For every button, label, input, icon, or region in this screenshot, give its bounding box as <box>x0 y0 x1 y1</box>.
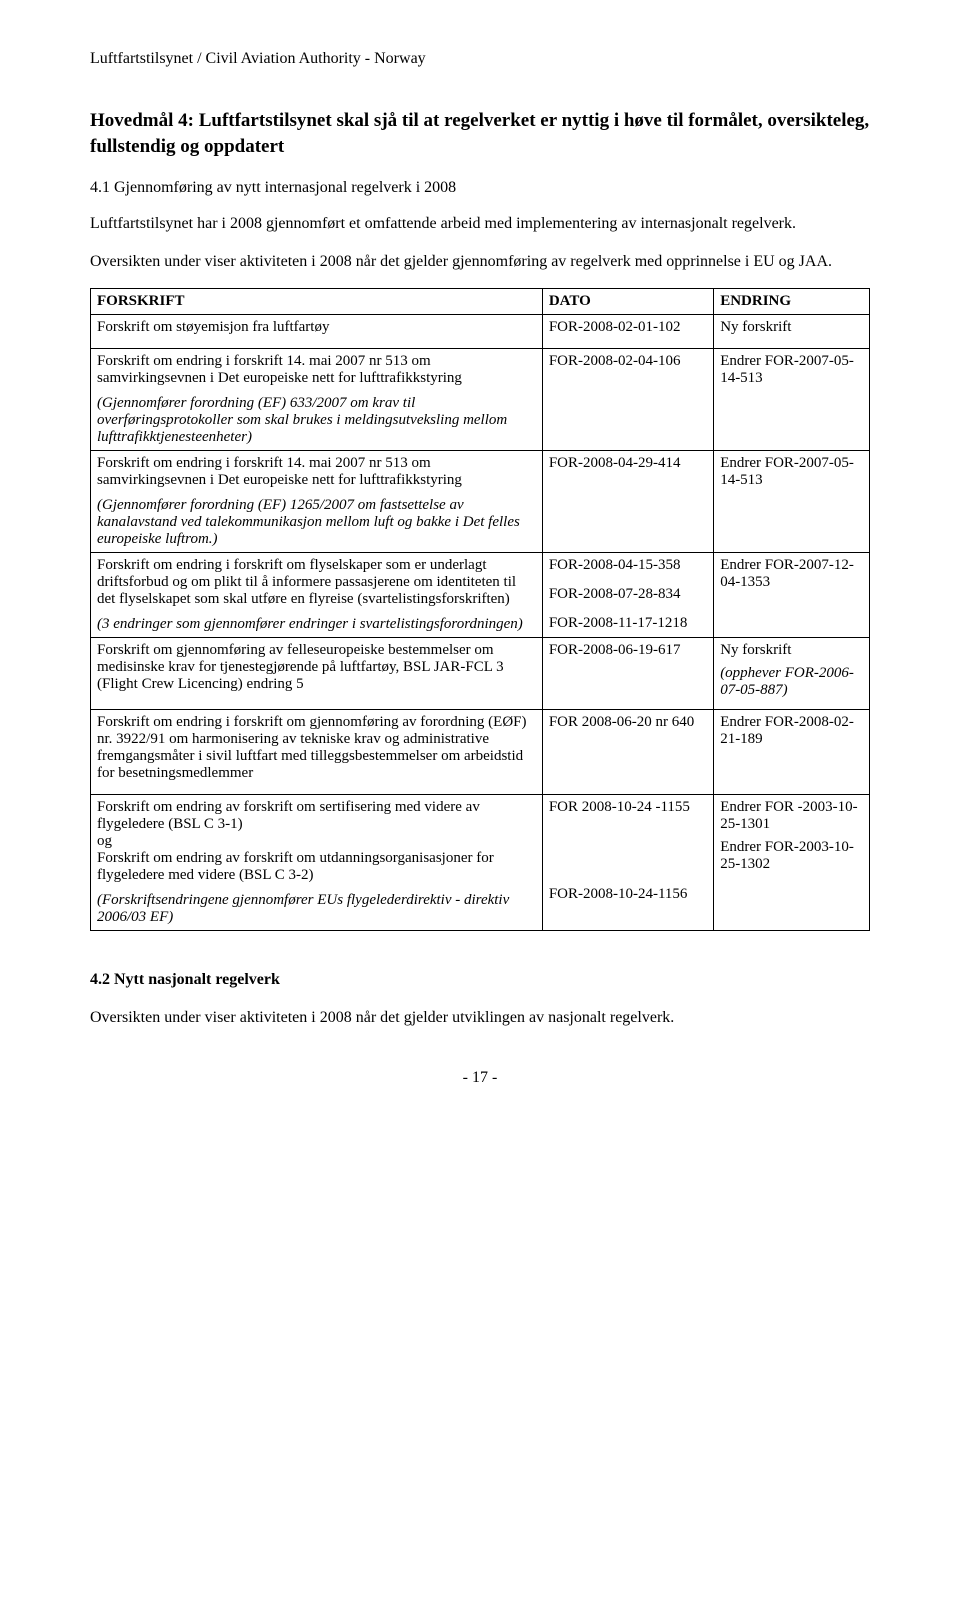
forskrift-main-text: Forskrift om gjennomføring av felleseuro… <box>97 642 536 693</box>
cell-endring: Endrer FOR-2008-02-21-189 <box>714 710 870 795</box>
dato-value: FOR-2008-04-29-414 <box>549 455 707 472</box>
endring-value: Endrer FOR-2008-02-21-189 <box>720 714 863 748</box>
cell-dato: FOR-2008-04-29-414 <box>542 451 713 553</box>
table-row: Forskrift om gjennomføring av felleseuro… <box>91 638 870 710</box>
dato-value: FOR-2008-04-15-358 <box>549 557 707 574</box>
cell-forskrift: Forskrift om gjennomføring av felleseuro… <box>91 638 543 710</box>
dato-value <box>549 857 707 874</box>
table-header-row: FORSKRIFT DATO ENDRING <box>91 289 870 315</box>
endring-value: Endrer FOR-2007-05-14-513 <box>720 455 863 489</box>
regulation-table: FORSKRIFT DATO ENDRING Forskrift om støy… <box>90 288 870 931</box>
endring-value: Endrer FOR -2003-10-25-1301 <box>720 799 863 833</box>
table-body: Forskrift om støyemisjon fra luftfartøy F… <box>91 315 870 931</box>
cell-forskrift: Forskrift om endring av forskrift om ser… <box>91 795 543 931</box>
cell-endring: Ny forskrift (opphever FOR-2006-07-05-887… <box>714 638 870 710</box>
dato-value: FOR 2008-10-24 -1155 <box>549 799 707 816</box>
forskrift-note-text: (Gjennomfører forordning (EF) 633/2007 o… <box>97 395 536 446</box>
endring-value: Endrer FOR-2007-05-14-513 <box>720 353 863 387</box>
col-header-dato: DATO <box>542 289 713 315</box>
forskrift-main-text: Forskrift om endring i forskrift om flys… <box>97 557 536 608</box>
dato-value: FOR-2008-10-24-1156 <box>549 886 707 903</box>
cell-endring: Ny forskrift <box>714 315 870 349</box>
table-row: Forskrift om endring i forskrift om flys… <box>91 553 870 638</box>
dato-value: FOR 2008-06-20 nr 640 <box>549 714 707 731</box>
table-row: Forskrift om endring i forskrift 14. mai… <box>91 451 870 553</box>
document-page: Luftfartstilsynet / Civil Aviation Autho… <box>0 0 960 1127</box>
heading-hovedmal-4: Hovedmål 4: Luftfartstilsynet skal sjå t… <box>90 108 870 159</box>
cell-dato: FOR-2008-02-04-106 <box>542 349 713 451</box>
forskrift-note-text: (Forskriftsendringene gjennomfører EUs f… <box>97 892 536 926</box>
forskrift-main-text: Forskrift om endring i forskrift om gjen… <box>97 714 536 782</box>
cell-dato: FOR 2008-10-24 -1155 FOR-2008-10-24-1156 <box>542 795 713 931</box>
endring-value: Endrer FOR-2007-12-04-1353 <box>720 557 863 591</box>
col-header-endring: ENDRING <box>714 289 870 315</box>
dato-value: FOR-2008-02-01-102 <box>549 319 707 336</box>
endring-value: Ny forskrift <box>720 319 863 336</box>
dato-value: FOR-2008-06-19-617 <box>549 642 707 659</box>
endring-value: Ny forskrift <box>720 642 863 659</box>
cell-dato: FOR 2008-06-20 nr 640 <box>542 710 713 795</box>
subheading-4-1: 4.1 Gjennomføring av nytt internasjonal … <box>90 179 870 197</box>
cell-endring: Endrer FOR-2007-05-14-513 <box>714 349 870 451</box>
forskrift-note-text: (Gjennomfører forordning (EF) 1265/2007 … <box>97 497 536 548</box>
cell-endring: Endrer FOR -2003-10-25-1301 Endrer FOR-20… <box>714 795 870 931</box>
cell-forskrift: Forskrift om endring i forskrift om gjen… <box>91 710 543 795</box>
cell-forskrift: Forskrift om endring i forskrift 14. mai… <box>91 451 543 553</box>
table-row: Forskrift om endring i forskrift om gjen… <box>91 710 870 795</box>
intro-paragraph-2: Oversikten under viser aktiviteten i 200… <box>90 251 870 273</box>
endring-value: Endrer FOR-2003-10-25-1302 <box>720 839 863 873</box>
table-row: Forskrift om endring av forskrift om ser… <box>91 795 870 931</box>
table-row: Forskrift om endring i forskrift 14. mai… <box>91 349 870 451</box>
cell-forskrift: Forskrift om endring i forskrift om flys… <box>91 553 543 638</box>
forskrift-main-text: Forskrift om endring av forskrift om ser… <box>97 799 536 884</box>
cell-forskrift: Forskrift om endring i forskrift 14. mai… <box>91 349 543 451</box>
cell-endring: Endrer FOR-2007-12-04-1353 <box>714 553 870 638</box>
dato-value: FOR-2008-02-04-106 <box>549 353 707 370</box>
dato-value <box>549 828 707 845</box>
col-header-forskrift: FORSKRIFT <box>91 289 543 315</box>
cell-dato: FOR-2008-06-19-617 <box>542 638 713 710</box>
subheading-4-2: 4.2 Nytt nasjonalt regelverk <box>90 971 870 989</box>
page-header: Luftfartstilsynet / Civil Aviation Autho… <box>90 50 870 68</box>
cell-dato: FOR-2008-04-15-358 FOR-2008-07-28-834 FOR-… <box>542 553 713 638</box>
forskrift-note-text: (3 endringer som gjennomfører endringer … <box>97 616 536 633</box>
cell-forskrift: Forskrift om støyemisjon fra luftfartøy <box>91 315 543 349</box>
intro-paragraph-1: Luftfartstilsynet har i 2008 gjennomført… <box>90 213 870 235</box>
page-number: - 17 - <box>90 1069 870 1087</box>
paragraph-4-2: Oversikten under viser aktiviteten i 200… <box>90 1007 870 1029</box>
table-row: Forskrift om støyemisjon fra luftfartøy F… <box>91 315 870 349</box>
endring-value: (opphever FOR-2006-07-05-887) <box>720 665 863 699</box>
cell-endring: Endrer FOR-2007-05-14-513 <box>714 451 870 553</box>
forskrift-main-text: Forskrift om støyemisjon fra luftfartøy <box>97 319 536 336</box>
forskrift-main-text: Forskrift om endring i forskrift 14. mai… <box>97 455 536 489</box>
cell-dato: FOR-2008-02-01-102 <box>542 315 713 349</box>
dato-value: FOR-2008-07-28-834 <box>549 586 707 603</box>
forskrift-main-text: Forskrift om endring i forskrift 14. mai… <box>97 353 536 387</box>
dato-value: FOR-2008-11-17-1218 <box>549 615 707 632</box>
